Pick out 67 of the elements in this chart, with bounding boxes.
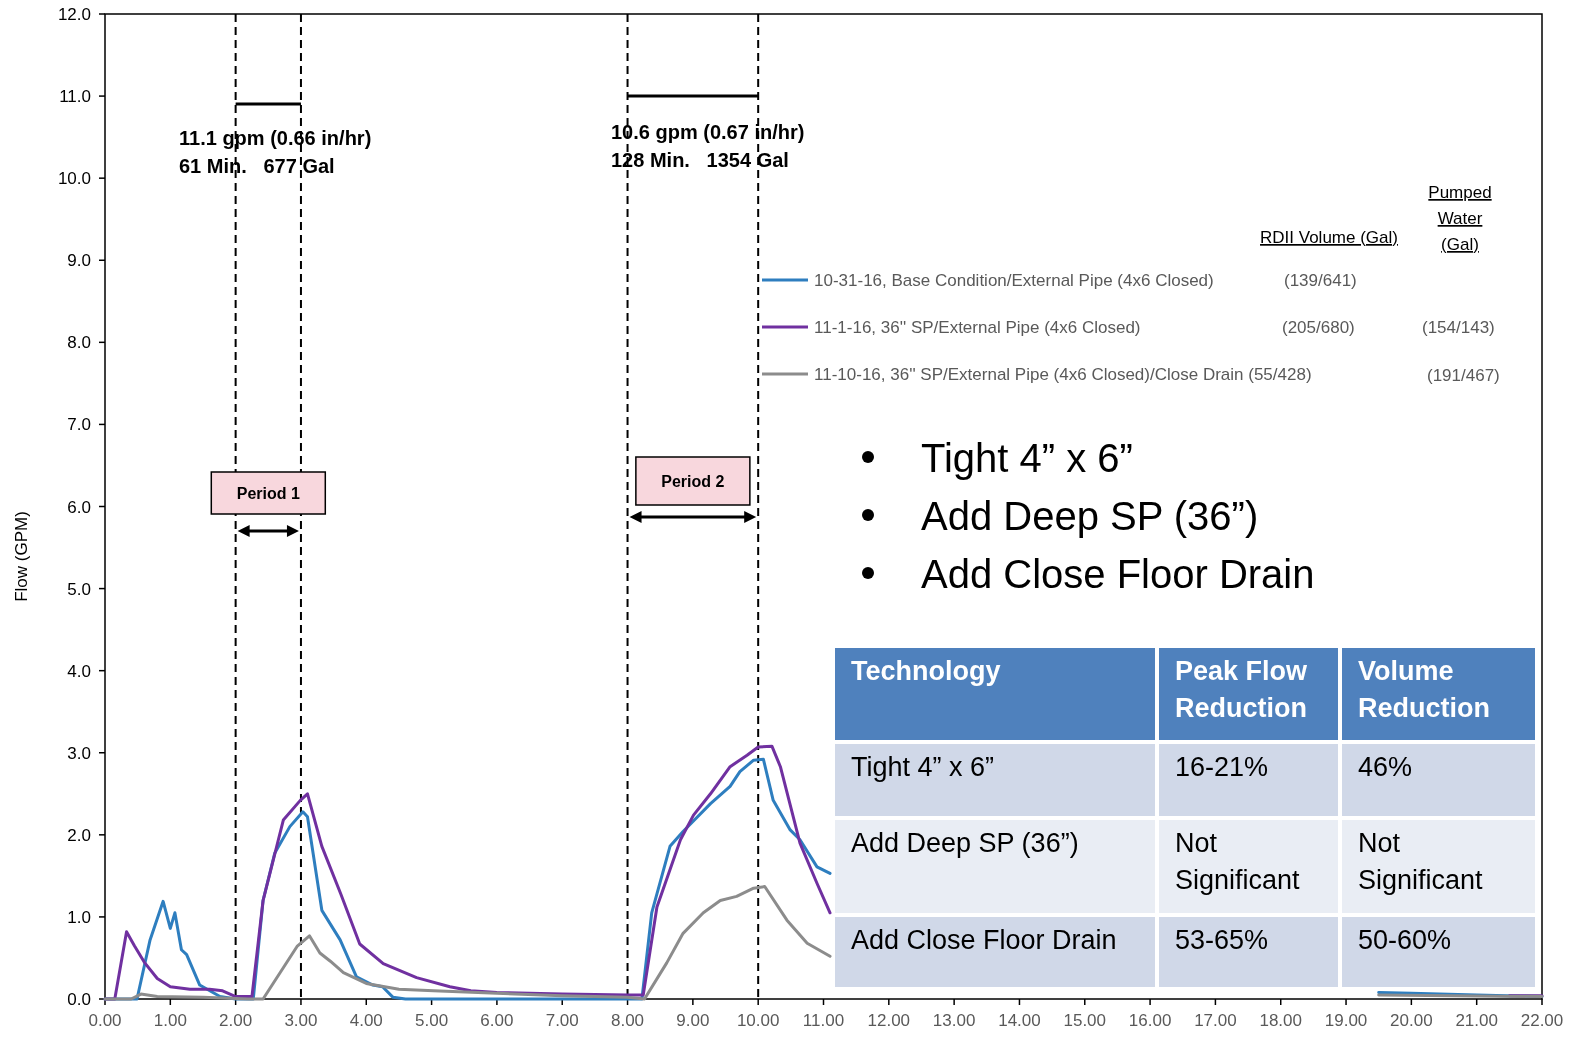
y-tick-label: 3.0 — [67, 743, 91, 763]
x-tick-label: 13.00 — [932, 1011, 976, 1030]
annotation: 53-65% — [1175, 925, 1269, 955]
x-tick-label: 1.00 — [153, 1011, 187, 1030]
x-tick-label: 11.00 — [802, 1011, 845, 1030]
y-tick-label: 4.0 — [67, 661, 91, 681]
annotation: 46% — [1358, 752, 1413, 782]
annotation: Add Close Floor Drain — [921, 552, 1315, 596]
annotation: Tight 4” x 6” — [851, 752, 995, 782]
annotation: (191/467) — [1427, 366, 1500, 385]
x-tick-label: 4.00 — [349, 1011, 383, 1030]
y-tick-label: 0.0 — [67, 990, 91, 1009]
annotation: 50-60% — [1358, 925, 1452, 955]
x-tick-label: 17.00 — [1194, 1011, 1237, 1030]
x-tick-label: 5.00 — [415, 1011, 449, 1030]
y-tick-label: 8.0 — [67, 333, 91, 353]
x-tick-label: 21.00 — [1455, 1011, 1498, 1030]
annotation: Tight 4” x 6” — [921, 436, 1133, 480]
annotation: Period 2 — [661, 473, 725, 490]
x-tick-label: 7.00 — [545, 1011, 579, 1030]
legend-label: 11-1-16, 36'' SP/External Pipe (4x6 Closed) — [814, 318, 1141, 337]
annotation: (154/143) — [1422, 318, 1495, 337]
y-axis-title: Flow (GPM) — [12, 511, 31, 602]
y-tick-label: 9.0 — [67, 251, 91, 271]
annotation: Period 1 — [236, 485, 300, 502]
annotation: 11.1 gpm (0.66 in/hr) — [179, 127, 372, 149]
y-tick-label: 2.0 — [67, 825, 91, 845]
annotation: Add Deep SP (36”) — [921, 494, 1259, 538]
x-tick-label: 2.00 — [219, 1011, 253, 1030]
annotation: 61 Min. 677 Gal — [179, 155, 335, 177]
y-tick-label: 12.0 — [57, 5, 91, 24]
x-tick-label: 15.00 — [1063, 1011, 1107, 1030]
x-tick-label: 14.00 — [998, 1011, 1041, 1030]
annotation: (139/641) — [1284, 271, 1357, 290]
x-tick-label: 16.00 — [1128, 1011, 1172, 1030]
y-tick-label: 11.0 — [59, 87, 91, 107]
annotation: Add Deep SP (36”) — [851, 828, 1079, 858]
annotation: Technology — [851, 656, 1001, 686]
x-tick-label: 8.00 — [611, 1011, 645, 1030]
annotation: (205/680) — [1282, 318, 1355, 337]
annotation: 128 Min. 1354 Gal — [611, 149, 789, 171]
annotation: Volume Reduction — [1358, 656, 1490, 723]
x-tick-label: 12.00 — [867, 1011, 911, 1030]
legend-label: 11-10-16, 36'' SP/External Pipe (4x6 Closed)/Close Drain (55/428) — [814, 365, 1312, 384]
annotation: Pumped Water (Gal) — [1428, 183, 1492, 254]
x-tick-label: 20.00 — [1390, 1011, 1433, 1030]
x-tick-label: 6.00 — [480, 1011, 514, 1030]
annotation: 10.6 gpm (0.67 in/hr) — [611, 121, 805, 143]
x-tick-label: 18.00 — [1259, 1011, 1302, 1030]
annotation: Not Significant — [1358, 828, 1484, 895]
x-tick-label: 9.00 — [676, 1011, 710, 1030]
annotation: Peak Flow Reduction — [1175, 656, 1309, 723]
y-tick-label: 10.0 — [57, 169, 91, 189]
y-tick-label: 7.0 — [67, 415, 91, 435]
annotation: Not Significant — [1175, 828, 1301, 895]
x-tick-label: 19.00 — [1324, 1011, 1368, 1030]
x-tick-label: 0.00 — [88, 1011, 122, 1030]
y-tick-label: 6.0 — [67, 497, 91, 517]
annotation: 16-21% — [1175, 752, 1269, 782]
y-tick-label: 1.0 — [67, 907, 91, 927]
annotation: RDII Volume (Gal) — [1260, 228, 1398, 247]
legend-label: 10-31-16, Base Condition/External Pipe (4x6 Closed) — [814, 271, 1214, 290]
x-tick-label: 22.00 — [1520, 1011, 1564, 1030]
annotation: Add Close Floor Drain — [851, 925, 1117, 955]
y-tick-label: 5.0 — [67, 579, 91, 599]
x-tick-label: 3.00 — [284, 1011, 318, 1030]
x-tick-label: 10.00 — [736, 1011, 780, 1030]
